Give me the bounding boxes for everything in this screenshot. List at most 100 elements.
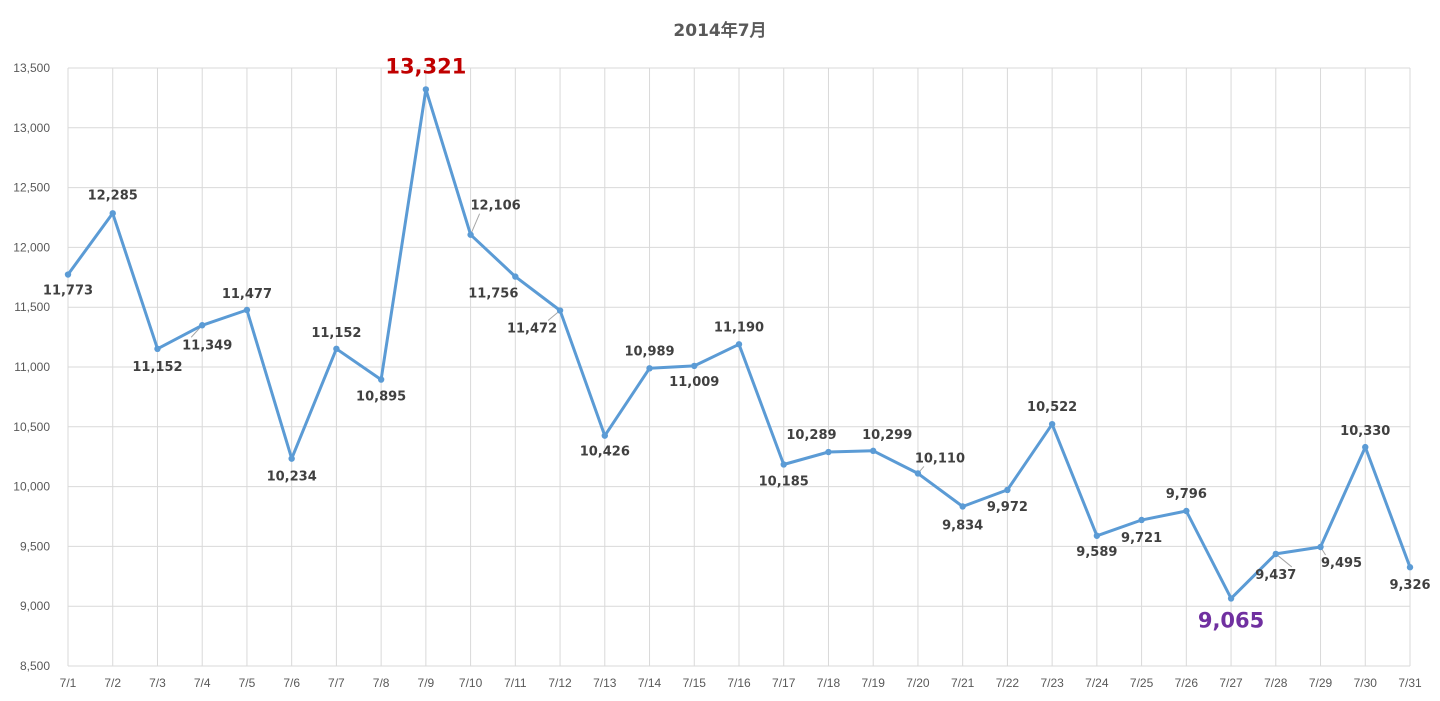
data-point [1138, 516, 1145, 524]
data-label: 11,009 [669, 375, 719, 390]
data-label: 9,972 [987, 500, 1028, 515]
data-point [288, 455, 295, 462]
label-leader-line [1275, 553, 1293, 568]
x-tick-label: 7/24 [1085, 676, 1109, 690]
x-tick-label: 7/10 [459, 676, 483, 690]
x-tick-label: 7/18 [817, 676, 841, 690]
x-tick-label: 7/5 [239, 676, 256, 690]
data-point [1317, 543, 1324, 551]
x-tick-label: 7/29 [1309, 676, 1333, 690]
data-label: 9,589 [1076, 545, 1117, 560]
data-label: 9,834 [942, 518, 983, 533]
x-tick-label: 7/9 [418, 676, 435, 690]
x-tick-label: 7/13 [593, 676, 617, 690]
data-point [109, 210, 116, 217]
data-point [467, 231, 474, 238]
y-tick-label: 11,000 [14, 360, 50, 374]
data-label: 12,285 [88, 188, 138, 203]
data-label: 10,234 [267, 470, 317, 485]
data-label: 11,190 [714, 320, 764, 335]
data-labels: 11,77312,28511,15211,34911,47710,23411,1… [43, 54, 1431, 632]
y-tick-label: 9,500 [20, 539, 50, 553]
y-tick-label: 13,000 [13, 121, 50, 135]
x-tick-label: 7/7 [328, 676, 345, 690]
data-label: 11,477 [222, 287, 272, 302]
x-tick-label: 7/17 [772, 676, 796, 690]
data-label: 10,989 [624, 344, 674, 359]
x-tick-label: 7/19 [862, 676, 886, 690]
data-point [1183, 507, 1190, 515]
grid [67, 67, 1411, 667]
x-tick-label: 7/11 [504, 676, 527, 690]
data-point [914, 470, 922, 477]
data-label: 9,721 [1121, 531, 1162, 546]
data-point [1004, 486, 1011, 494]
data-point [601, 432, 608, 439]
data-point [377, 376, 385, 383]
label-leader-line [470, 213, 481, 235]
y-tick-label: 9,000 [20, 599, 50, 613]
data-point [825, 448, 832, 456]
y-tick-label: 8,500 [20, 659, 50, 673]
x-tick-label: 7/26 [1175, 676, 1199, 690]
data-label: 9,495 [1321, 556, 1362, 571]
y-tick-label: 10,500 [13, 420, 50, 434]
data-label: 11,152 [311, 326, 361, 341]
max-data-label: 13,321 [385, 54, 466, 78]
data-label: 10,895 [356, 390, 406, 405]
x-tick-label: 7/21 [951, 676, 975, 690]
data-label: 11,756 [468, 287, 518, 302]
data-label: 10,110 [915, 451, 965, 466]
data-label: 10,522 [1027, 400, 1077, 415]
data-point [1406, 564, 1414, 571]
x-tick-label: 7/1 [60, 676, 77, 690]
data-point [64, 271, 72, 278]
data-label: 10,426 [580, 445, 630, 460]
data-label: 11,152 [132, 360, 182, 375]
data-point [556, 307, 564, 314]
x-tick-label: 7/20 [906, 676, 930, 690]
x-axis-ticks: 7/1 7/2 7/3 7/4 7/5 7/6 7/7 7/8 7/9 7/10 7/11 7/12 7… [60, 676, 1422, 690]
y-axis-ticks: 8,500 9,000 9,500 10,000 10,500 11,000 11,500 1… [13, 61, 50, 673]
min-data-label: 9,065 [1198, 608, 1264, 632]
data-label: 11,349 [182, 338, 232, 353]
data-point [1093, 532, 1101, 539]
data-point [646, 365, 653, 372]
x-tick-label: 7/30 [1354, 676, 1378, 690]
data-label: 10,185 [759, 474, 809, 489]
data-label: 10,289 [786, 428, 836, 443]
x-tick-label: 7/14 [638, 676, 662, 690]
x-tick-label: 7/6 [283, 676, 300, 690]
data-label: 9,796 [1166, 487, 1207, 502]
data-label: 9,437 [1255, 568, 1296, 583]
chart-title: 2014年7月 [673, 20, 766, 41]
y-tick-label: 13,500 [13, 61, 50, 75]
x-tick-label: 7/15 [683, 676, 707, 690]
x-tick-label: 7/25 [1130, 676, 1154, 690]
x-tick-label: 7/3 [149, 676, 166, 690]
data-label: 9,326 [1389, 578, 1430, 593]
data-label: 11,472 [507, 322, 557, 337]
data-label: 12,106 [471, 199, 521, 214]
data-label: 10,330 [1340, 424, 1390, 439]
data-point [199, 322, 206, 329]
y-tick-label: 12,000 [13, 240, 50, 254]
data-point [959, 503, 966, 510]
data-point [1272, 550, 1280, 558]
x-tick-label: 7/8 [373, 676, 390, 690]
data-point [243, 306, 251, 314]
x-tick-label: 7/23 [1040, 676, 1064, 690]
data-point [735, 341, 743, 348]
x-tick-label: 7/2 [104, 676, 121, 690]
data-point [512, 273, 519, 280]
data-point [333, 345, 340, 353]
x-tick-label: 7/27 [1219, 676, 1243, 690]
x-tick-label: 7/28 [1264, 676, 1288, 690]
data-point [1048, 420, 1056, 428]
y-tick-label: 11,500 [14, 300, 50, 314]
data-label: 10,299 [862, 428, 912, 443]
x-tick-label: 7/31 [1398, 676, 1422, 690]
data-point [870, 447, 877, 455]
x-tick-label: 7/4 [194, 676, 211, 690]
